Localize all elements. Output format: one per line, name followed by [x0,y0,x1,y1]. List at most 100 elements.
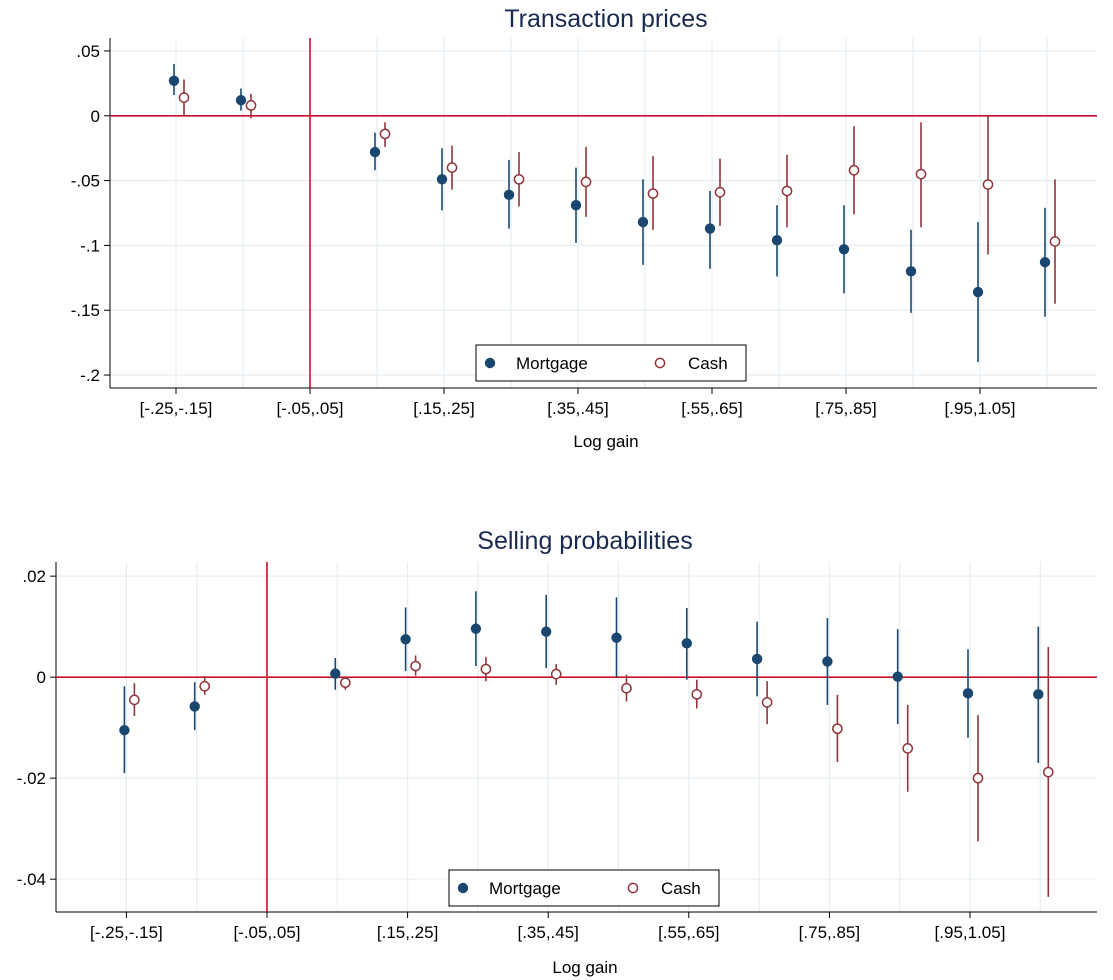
data-point [892,671,903,682]
panel-title: Transaction prices [504,5,707,33]
y-tick-label: .02 [22,567,46,586]
data-point [410,660,421,672]
reference-lines [110,38,1097,388]
x-tick-label: [.35,.45] [517,923,578,942]
x-tick-label: [.75,.85] [815,399,876,418]
data-point [637,216,649,228]
y-tick-label: 0 [91,107,100,126]
legend-marker-mortgage [457,882,469,894]
data-point [235,95,247,106]
data-point [781,185,793,197]
data-point [704,223,716,234]
cash-series [178,79,1061,304]
legend-marker-cash [654,357,666,369]
data-point [400,634,411,645]
data-point [1033,689,1044,700]
data-point [915,168,927,180]
legend: Mortgage Cash [448,869,720,907]
x-tick-label: [.15,.25] [377,923,438,942]
x-tick-label: [.95,1.05] [945,399,1016,418]
legend-label-mortgage: Mortgage [489,879,561,898]
data-point [513,173,525,185]
panel-title: Selling probabilities [477,527,692,555]
legend-marker-cash [627,882,639,894]
data-point [714,186,726,198]
data-point [168,75,180,86]
transaction-prices-panel: Transaction prices Log gain .05 0 -.05 -.1 -… [71,5,1097,451]
y-tick-label: -.05 [71,172,100,191]
data-point [369,146,381,158]
selling-probabilities-panel: Selling probabilities Log gain .02 0 -.02 -… [17,527,1097,977]
x-tick-label: [-.05,.05] [276,399,343,418]
legend-box [475,344,747,382]
cash-series [129,646,1054,897]
gridlines [110,38,1097,388]
data-point [972,772,984,784]
data-point [611,632,622,643]
data-point [379,128,391,140]
data-point [541,626,552,637]
reference-lines [56,562,1097,912]
y-tick-label: -.15 [71,301,100,320]
data-point [1039,257,1051,268]
data-point [446,162,458,173]
data-point [982,179,994,190]
x-tick-label: [-.05,.05] [233,923,300,942]
y-tick-label: -.04 [17,870,46,889]
data-point [339,677,351,689]
data-point [838,244,850,255]
data-point [681,638,692,649]
y-tick-label: -.02 [17,769,46,788]
axes: .02 0 -.02 -.04 [-.25,-.15] [-.05,.05] [.15,.2… [17,562,1097,942]
x-tick-label: [.55,.65] [681,399,742,418]
x-tick-label: [.15,.25] [413,399,474,418]
data-point [580,176,592,188]
data-point [480,663,492,675]
mortgage-series [168,63,1051,363]
data-point [771,235,783,246]
legend: Mortgage Cash [475,344,747,382]
data-point [503,189,515,201]
legend-marker-mortgage [484,357,496,369]
data-point [691,688,703,700]
x-tick-label: [-.25,-.15] [140,399,213,418]
x-axis-title: Log gain [552,958,617,977]
data-point [199,680,211,692]
data-point [621,682,632,694]
data-point [751,653,763,665]
data-point [962,688,974,699]
data-point [761,697,773,708]
axes: .05 0 -.05 -.1 -.15 -.2 [-.25,-.15] [-.05,.05] [… [71,38,1097,418]
data-point [129,694,140,706]
data-point [119,724,130,736]
data-point [470,623,482,634]
legend-label-cash: Cash [661,879,701,898]
data-point [647,188,659,199]
legend-box [448,869,720,907]
x-axis-title: Log gain [573,432,638,451]
data-point [902,743,914,754]
x-tick-label: [.35,.45] [547,399,608,418]
gridlines [56,562,1097,912]
y-tick-label: .05 [76,42,100,61]
data-point [189,701,200,712]
x-tick-label: [.75,.85] [799,923,860,942]
data-point [550,668,562,680]
data-point [330,668,341,679]
data-point [570,200,582,211]
data-point [1042,766,1054,778]
legend-label-mortgage: Mortgage [516,354,588,373]
mortgage-series [119,591,1044,774]
data-point [972,286,984,298]
data-point [848,164,860,176]
y-tick-label: -.1 [80,236,100,255]
x-tick-label: [-.25,-.15] [90,923,163,942]
x-tick-label: [.95,1.05] [935,923,1006,942]
data-point [822,656,833,667]
x-tick-label: [.55,.65] [658,923,719,942]
data-point [436,174,448,185]
legend-label-cash: Cash [688,354,728,373]
y-tick-label: -.2 [80,366,100,385]
data-point [245,100,257,111]
